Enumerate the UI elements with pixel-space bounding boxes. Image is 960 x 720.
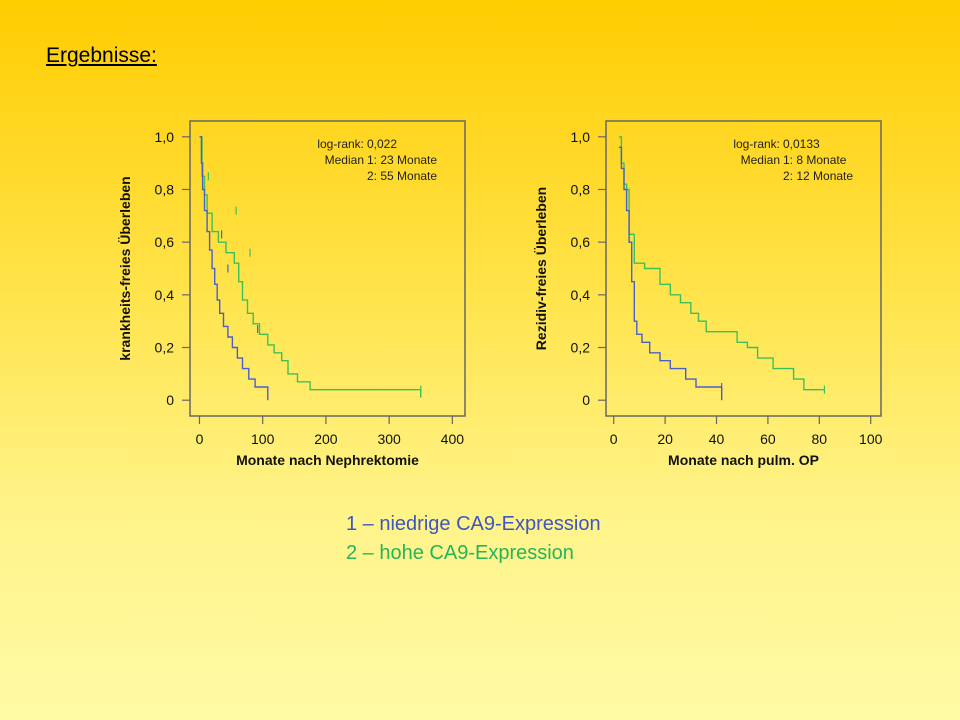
annotation-value: 1: 8 Monate — [783, 153, 847, 167]
annotation-value: 2: 55 Monate — [367, 169, 437, 183]
series-1-line — [618, 146, 723, 401]
series-2-line — [199, 136, 422, 398]
x-tick-label: 20 — [657, 431, 673, 447]
km-chart-pulmonary-svg: 0 0,2 0,4 0,6 0,8 1,0 0 20 40 60 80 100 Monate nach … — [533, 120, 883, 468]
y-tick-label: 1,0 — [571, 129, 591, 145]
y-tick-label: 0,8 — [155, 181, 175, 197]
km-chart-nephrectomy: 0 0,2 0,4 0,6 0,8 1,0 0 100 200 300 400 Monate nach… — [112, 108, 502, 488]
y-tick-label: 0,2 — [155, 340, 175, 356]
plot-frame — [605, 120, 882, 417]
annotation-value: 0,0133 — [783, 137, 820, 151]
x-tick-label: 100 — [859, 431, 883, 447]
y-tick-label: 0 — [582, 392, 590, 408]
x-tick-label: 60 — [760, 431, 776, 447]
annotation-value: 0,022 — [367, 137, 397, 151]
annotation-label: Median — [325, 153, 364, 167]
series-2-line — [618, 136, 825, 391]
y-tick-label: 1,0 — [155, 129, 175, 145]
x-axis-label: Monate nach Nephrektomie — [236, 452, 419, 468]
y-tick-label: 0,2 — [571, 340, 591, 356]
x-tick-label: 300 — [377, 431, 401, 447]
y-tick-label: 0 — [166, 392, 174, 408]
plot-frame — [189, 120, 466, 417]
y-tick-label: 0,6 — [571, 234, 591, 250]
x-tick-label: 200 — [314, 431, 338, 447]
x-tick-label: 0 — [610, 431, 618, 447]
annotation-label: log-rank: — [733, 137, 780, 151]
y-tick-label: 0,8 — [571, 181, 591, 197]
y-axis-label: krankheits-freies Überleben — [117, 176, 133, 360]
x-tick-label: 100 — [251, 431, 275, 447]
legend-item-2: 2 – hohe CA9-Expression — [346, 542, 574, 564]
x-tick-label: 80 — [812, 431, 828, 447]
slide-title: Ergebnisse: — [46, 44, 157, 67]
y-tick-label: 0,6 — [155, 234, 175, 250]
x-tick-label: 400 — [441, 431, 465, 447]
x-tick-label: 0 — [196, 431, 204, 447]
y-tick-label: 0,4 — [571, 287, 591, 303]
series-1-line — [199, 136, 269, 401]
legend-item-1: 1 – niedrige CA9-Expression — [346, 513, 601, 535]
km-chart-nephrectomy-svg: 0 0,2 0,4 0,6 0,8 1,0 0 100 200 300 400 Monate nach… — [117, 120, 466, 468]
legend: 1 – niedrige CA9-Expression 2 – hohe CA9… — [346, 510, 601, 568]
x-axis-label: Monate nach pulm. OP — [668, 452, 819, 468]
annotation-label: log-rank: — [317, 137, 364, 151]
x-tick-label: 40 — [709, 431, 725, 447]
y-tick-label: 0,4 — [155, 287, 175, 303]
annotation-value: 1: 23 Monate — [367, 153, 437, 167]
y-axis-label: Rezidiv-freies Überleben — [533, 187, 549, 350]
annotation-value: 2: 12 Monate — [783, 169, 853, 183]
km-chart-pulmonary: 0 0,2 0,4 0,6 0,8 1,0 0 20 40 60 80 100 Monate nach … — [528, 108, 918, 488]
annotation-label: Median — [741, 153, 780, 167]
